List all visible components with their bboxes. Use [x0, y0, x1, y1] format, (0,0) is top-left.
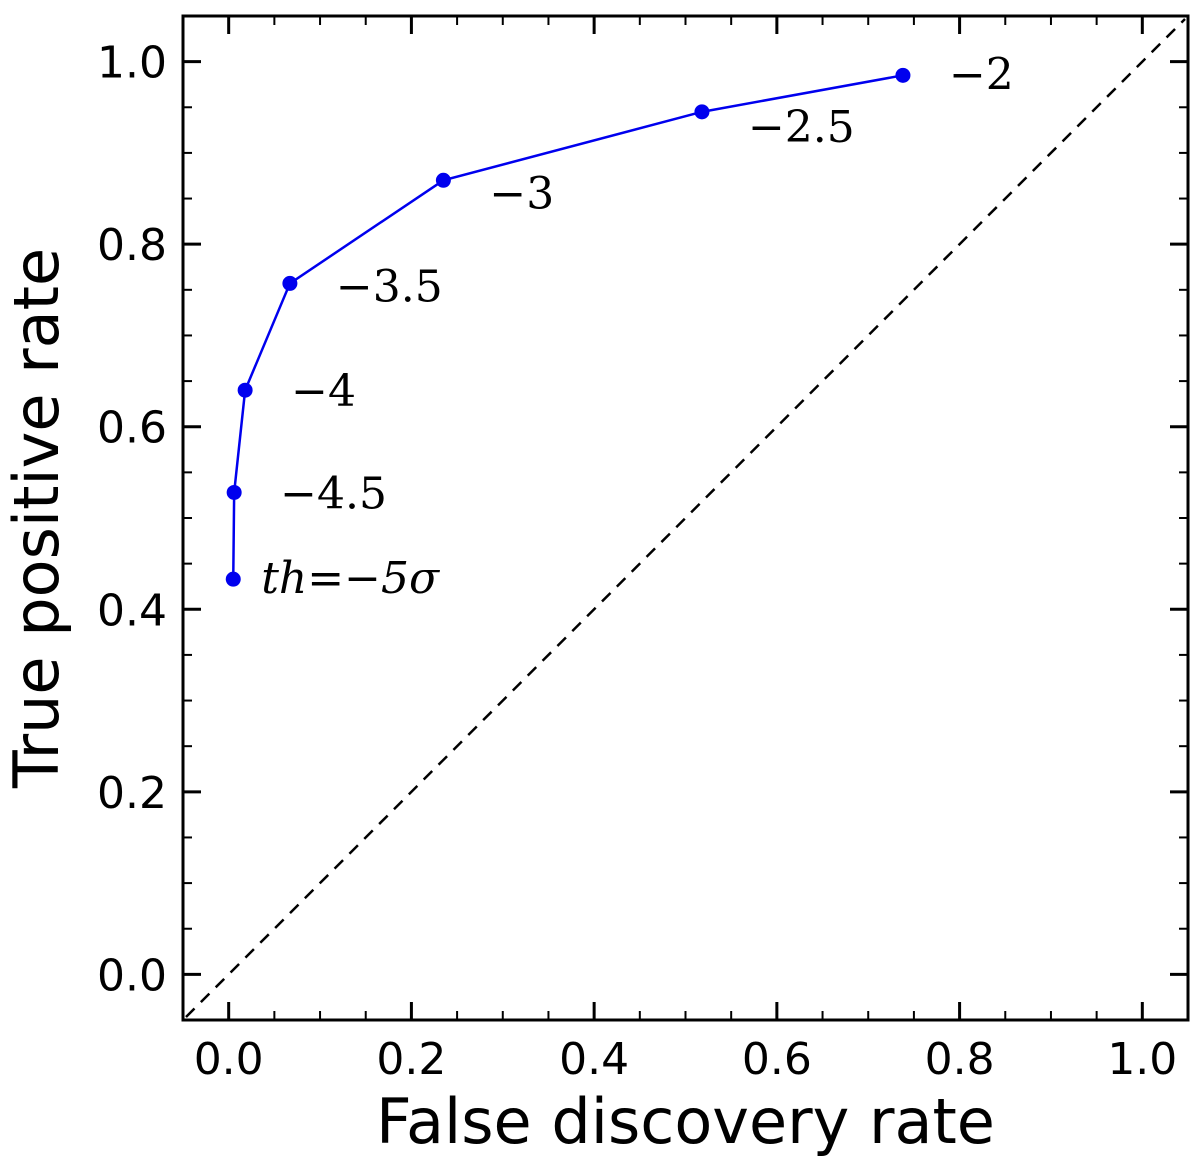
- y-axis-label: True positive rate: [0, 248, 73, 789]
- point-labels-layer: th=−5σ −4.5 −4 −3.5 −3 −2.5 −2: [261, 49, 1014, 604]
- data-point: [225, 571, 241, 587]
- data-point-label: −4.5: [280, 468, 387, 519]
- y-tick-label: 1.0: [97, 38, 167, 89]
- data-point-label: −2: [949, 49, 1014, 100]
- plot-frame: [181, 14, 1190, 1022]
- data-point: [435, 172, 451, 188]
- series-layer: [225, 67, 911, 587]
- data-point-label: −4: [291, 366, 356, 417]
- x-tick-label: 0.0: [194, 1034, 264, 1085]
- data-point: [226, 484, 242, 500]
- data-point: [282, 275, 298, 291]
- x-tick-label: 1.0: [1107, 1034, 1177, 1085]
- y-tick-label: 0.6: [97, 403, 167, 454]
- x-tick-label: 0.6: [742, 1034, 812, 1085]
- x-tick-label: 0.4: [559, 1034, 629, 1085]
- data-point: [694, 104, 710, 120]
- reference-diagonal-line: [185, 18, 1186, 1018]
- x-tick-label: 0.8: [925, 1034, 995, 1085]
- ticks-layer: 0.0 0.2 0.4 0.6 0.8 1.0 0.0 0.2 0.4 0.6 0.8 1.0: [97, 16, 1188, 1085]
- y-tick-label: 0.0: [97, 950, 167, 1001]
- data-point-label: −3.5: [336, 261, 443, 312]
- data-point-label: −3: [489, 168, 554, 219]
- y-tick-label: 0.2: [97, 768, 167, 819]
- x-axis-label: False discovery rate: [376, 1085, 995, 1158]
- data-point-label: th=−5σ: [261, 553, 441, 604]
- reference-line-layer: [185, 18, 1186, 1018]
- data-point-label: −2.5: [748, 102, 855, 153]
- y-tick-label: 0.4: [97, 585, 167, 636]
- data-point: [895, 67, 911, 83]
- y-tick-label: 0.8: [97, 220, 167, 271]
- x-tick-label: 0.2: [376, 1034, 446, 1085]
- data-point: [237, 382, 253, 398]
